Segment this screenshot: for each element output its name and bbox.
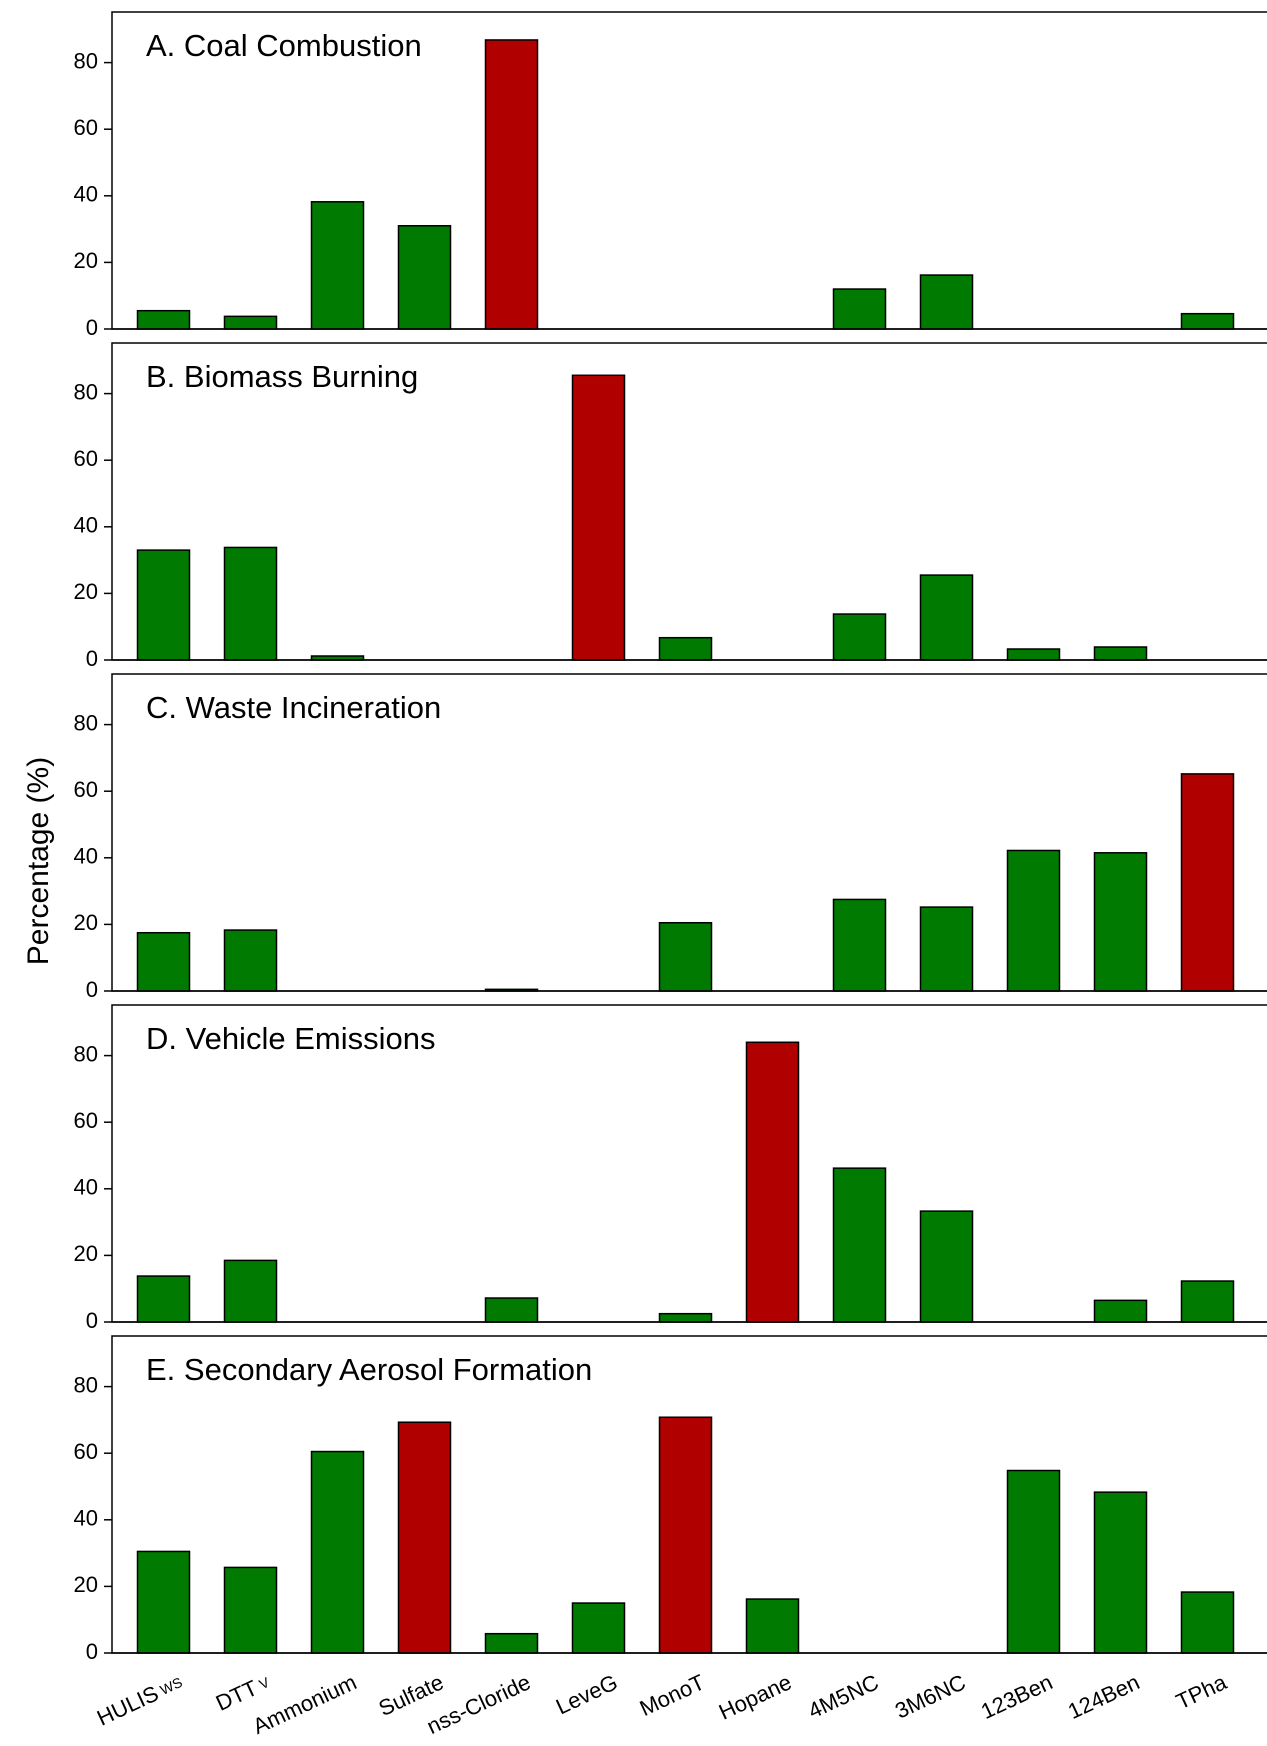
y-tick-label: 20 <box>74 1572 98 1597</box>
category-label: Hopane <box>715 1669 795 1724</box>
y-tick-label: 0 <box>86 315 98 340</box>
bar <box>1006 1469 1061 1654</box>
y-tick-label: 0 <box>86 1308 98 1333</box>
category-label: 3M6NC <box>891 1669 969 1723</box>
bar <box>832 898 887 992</box>
y-tick-label: 40 <box>74 1506 98 1531</box>
bar <box>658 1416 713 1654</box>
y-tick-label: 40 <box>74 182 98 207</box>
panel-title: D. Vehicle Emissions <box>146 1021 435 1056</box>
bar <box>658 1312 713 1323</box>
y-tick-label: 60 <box>74 1108 98 1133</box>
bar <box>919 274 974 330</box>
category-label: 124Ben <box>1064 1669 1143 1724</box>
bar <box>832 288 887 330</box>
y-tick-label: 40 <box>74 844 98 869</box>
bar <box>658 636 713 661</box>
bar <box>397 1421 452 1654</box>
bar <box>223 1566 278 1654</box>
bar <box>919 906 974 992</box>
y-tick-label: 40 <box>74 513 98 538</box>
category-label: 123Ben <box>977 1669 1056 1724</box>
y-tick-label: 0 <box>86 977 98 1002</box>
panels-group: 0 20 40 60 80 A. Coal Combustion 0 20 40 60 80 B. B… <box>74 11 1267 1664</box>
y-tick-label: 20 <box>74 910 98 935</box>
bar <box>832 1167 887 1323</box>
bar <box>1180 1280 1235 1323</box>
bar <box>397 225 452 330</box>
bar <box>1180 773 1235 992</box>
bar <box>1180 1591 1235 1654</box>
y-tick-label: 80 <box>74 379 98 404</box>
y-tick-label: 0 <box>86 1639 98 1664</box>
category-label: 4M5NC <box>804 1669 882 1723</box>
bar <box>484 1632 539 1654</box>
bar <box>223 1259 278 1323</box>
bar <box>484 1297 539 1323</box>
bar <box>136 931 191 992</box>
y-tick-label: 60 <box>74 1439 98 1464</box>
bar <box>1093 852 1148 992</box>
bar <box>484 39 539 330</box>
bar <box>919 1210 974 1323</box>
bar <box>745 1041 800 1323</box>
bar <box>658 921 713 992</box>
panel-d: 0 20 40 60 80 D. Vehicle Emissions <box>74 1004 1267 1333</box>
bar <box>310 1450 365 1654</box>
y-axis-label: Percentage (%) <box>22 757 55 965</box>
bar <box>1093 1299 1148 1323</box>
bar <box>223 929 278 992</box>
bar <box>919 574 974 661</box>
panel-title: E. Secondary Aerosol Formation <box>146 1352 592 1387</box>
bar <box>136 549 191 661</box>
bar <box>571 374 626 661</box>
y-tick-label: 80 <box>74 1041 98 1066</box>
y-tick-label: 0 <box>86 646 98 671</box>
bar <box>136 1275 191 1323</box>
y-tick-label: 80 <box>74 1372 98 1397</box>
bar <box>832 613 887 661</box>
bar <box>136 1550 191 1654</box>
panel-e: 0 20 40 60 80 E. Secondary Aerosol Formation <box>74 1335 1267 1664</box>
bar <box>1180 312 1235 330</box>
bar <box>223 315 278 330</box>
bar <box>136 309 191 330</box>
panel-title: B. Biomass Burning <box>146 359 418 394</box>
panel-a: 0 20 40 60 80 A. Coal Combustion <box>74 11 1267 340</box>
bar <box>1093 1491 1148 1654</box>
panel-title: A. Coal Combustion <box>146 28 422 63</box>
y-tick-label: 60 <box>74 115 98 140</box>
bar <box>571 1602 626 1654</box>
category-label: LeveG <box>552 1669 621 1719</box>
bar <box>1006 849 1061 992</box>
panel-b: 0 20 40 60 80 B. Biomass Burning <box>74 342 1267 671</box>
bar <box>1093 646 1148 661</box>
y-tick-label: 20 <box>74 1241 98 1266</box>
y-tick-label: 80 <box>74 710 98 735</box>
category-label: HULISWS <box>93 1669 186 1730</box>
y-tick-label: 60 <box>74 777 98 802</box>
bar <box>223 546 278 661</box>
category-label: TPha <box>1172 1669 1231 1714</box>
y-tick-label: 20 <box>74 248 98 273</box>
panel-c: 0 20 40 60 80 C. Waste Incineration <box>74 673 1267 1002</box>
y-tick-label: 20 <box>74 579 98 604</box>
category-label: MonoT <box>636 1669 709 1721</box>
panel-title: C. Waste Incineration <box>146 690 441 725</box>
y-tick-label: 40 <box>74 1175 98 1200</box>
bar <box>310 201 365 330</box>
y-tick-label: 80 <box>74 48 98 73</box>
y-tick-label: 60 <box>74 446 98 471</box>
bar <box>1006 648 1061 661</box>
bar <box>745 1598 800 1654</box>
